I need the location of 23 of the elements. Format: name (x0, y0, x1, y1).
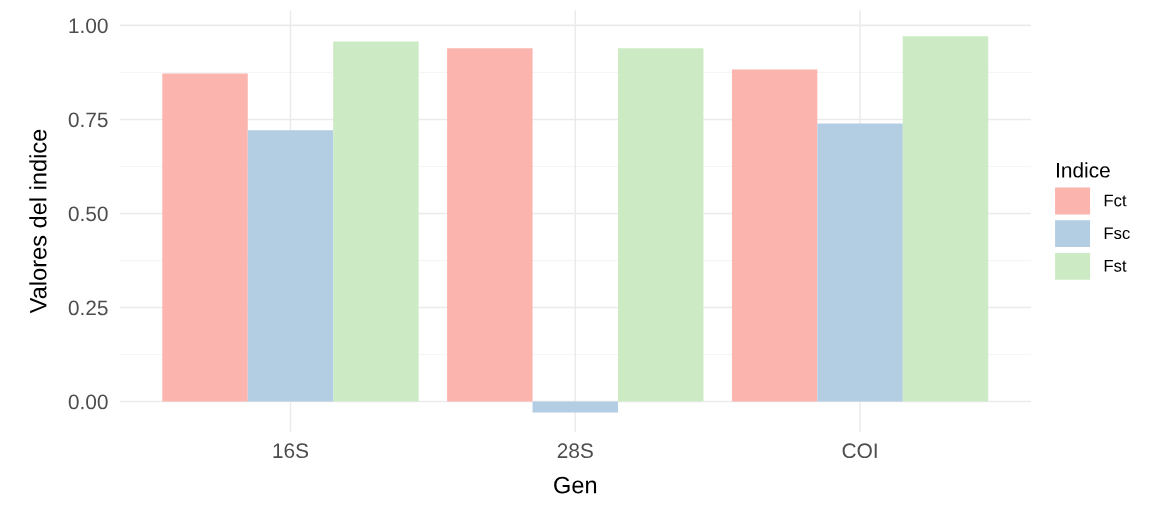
y-tick-label: 0.50 (68, 206, 108, 222)
legend-label: Fct (1104, 194, 1127, 207)
bar (532, 401, 618, 413)
y-axis-title: Valores del indice (29, 129, 47, 314)
bar (333, 41, 419, 402)
y-tick-label: 0.75 (68, 112, 108, 128)
y-tick-label: 0.00 (68, 394, 108, 410)
legend-label: Fst (1104, 260, 1127, 272)
bar (247, 130, 334, 402)
x-tick-label: 16S (273, 443, 309, 459)
y-tick-label: 0.25 (68, 300, 108, 316)
x-tick-label: COI (842, 443, 877, 459)
bar (447, 48, 533, 402)
bar (618, 48, 704, 402)
legend-label: Fsc (1104, 227, 1130, 240)
bar (817, 123, 903, 402)
y-tick-label: 1.00 (69, 18, 108, 34)
bar (902, 36, 989, 402)
bar (731, 69, 818, 402)
bar (162, 73, 248, 402)
legend-title: Indice (1057, 162, 1110, 178)
x-axis-title: Gen (554, 476, 597, 494)
x-tick-label: 28S (557, 443, 593, 459)
